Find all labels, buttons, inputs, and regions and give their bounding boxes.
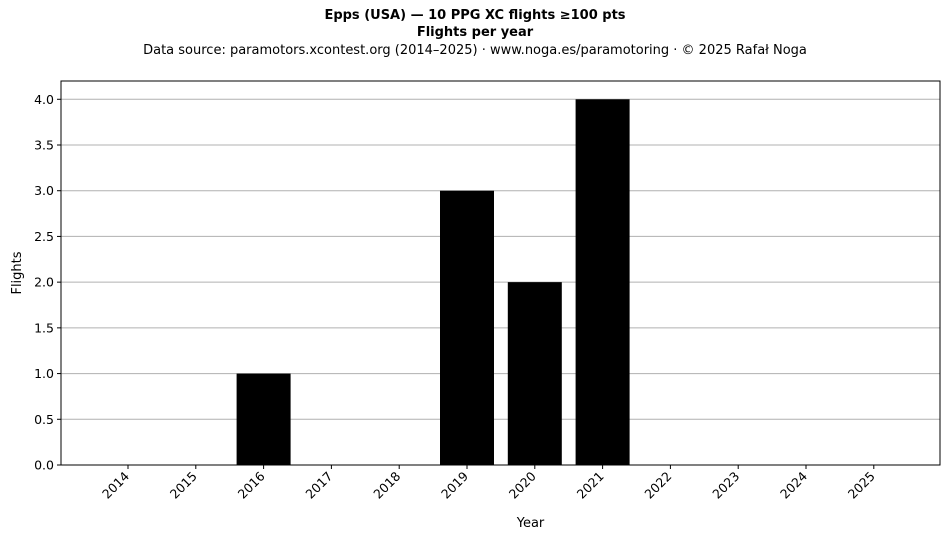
y-axis-label: Flights [10, 251, 25, 294]
x-tick-label: 2019 [438, 468, 471, 501]
x-tick-label: 2022 [641, 469, 674, 502]
y-tick-label: 1.5 [34, 320, 54, 335]
x-tick-label: 2018 [370, 468, 403, 501]
x-tick-label: 2020 [506, 468, 539, 501]
x-tick-label: 2023 [709, 469, 742, 502]
y-tick-label: 3.0 [34, 183, 54, 198]
chart-title-line2: Flights per year [416, 25, 534, 40]
chart-subtitle: Data source: paramotors.xcontest.org (20… [143, 43, 807, 58]
y-tick-label: 1.0 [34, 366, 54, 381]
x-axis-label: Year [516, 516, 545, 531]
x-tick-label: 2015 [167, 469, 200, 502]
x-tick-label: 2025 [845, 469, 878, 502]
bar-2016 [236, 373, 291, 465]
bar-2021 [575, 99, 630, 466]
bar-2020 [507, 282, 562, 465]
y-tick-label: 4.0 [34, 92, 54, 107]
y-tick-label: 0.0 [34, 458, 54, 473]
y-tick-label: 2.5 [34, 229, 54, 244]
chart-title: Epps (USA) — 10 PPG XC flights ≥100 pts [324, 8, 626, 23]
x-tick-label: 2017 [302, 469, 335, 502]
x-tick-label: 2024 [777, 468, 810, 501]
bar-2019 [440, 190, 494, 465]
x-tick-label: 2016 [235, 468, 268, 501]
x-tick-label: 2021 [574, 469, 607, 502]
y-tick-label: 3.5 [34, 138, 54, 153]
x-tick-label: 2014 [99, 468, 132, 501]
plot-frame [60, 80, 941, 466]
y-tick-label: 0.5 [34, 412, 54, 427]
y-tick-label: 2.0 [34, 275, 54, 290]
